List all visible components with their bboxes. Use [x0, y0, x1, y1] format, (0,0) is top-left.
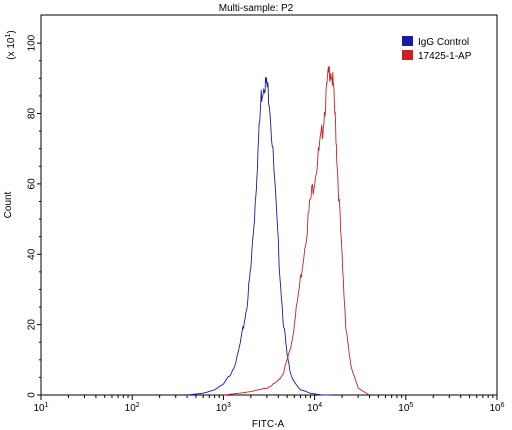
series-line — [187, 77, 331, 396]
y-tick-label: 100 — [27, 34, 38, 51]
legend-entry-label: 17425-1-AP — [418, 51, 472, 62]
y-tick-label: 0 — [27, 392, 38, 398]
y-tick-label: 60 — [27, 178, 38, 190]
y-axis-label: Count — [3, 191, 14, 218]
legend-swatch — [402, 50, 413, 60]
legend: IgG Control 17425-1-AP — [402, 36, 472, 62]
x-tick-label: 105 — [398, 402, 413, 414]
x-tick-label: 102 — [125, 402, 140, 414]
y-multiplier-label: (x 101) — [5, 30, 17, 59]
series-line — [223, 66, 370, 396]
y-tick-label: 40 — [27, 248, 38, 260]
chart-title: Multi-sample: P2 — [219, 3, 294, 14]
x-axis-ticks: 101 102 103 104 105 106 — [33, 395, 505, 414]
x-tick-label: 103 — [216, 402, 231, 414]
x-axis-label: FITC-A — [252, 419, 285, 430]
x-tick-label: 104 — [307, 402, 322, 414]
legend-swatch — [402, 36, 413, 46]
plot-frame — [40, 14, 498, 396]
y-axis-ticks: 0 20 40 60 80 100 — [27, 34, 41, 398]
x-tick-label: 101 — [33, 402, 48, 414]
y-tick-label: 20 — [27, 319, 38, 331]
y-tick-label: 80 — [27, 108, 38, 120]
legend-entry-label: IgG Control — [418, 37, 469, 48]
series-layer — [187, 66, 370, 396]
x-tick-label: 106 — [489, 402, 504, 414]
